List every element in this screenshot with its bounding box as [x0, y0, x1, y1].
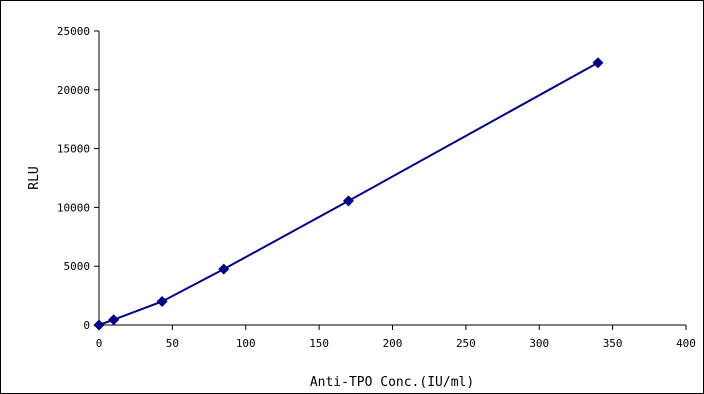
x-axis-title: Anti-TPO Conc.(IU/ml) — [310, 375, 474, 390]
data-point-diamond — [218, 263, 230, 275]
y-tick-label: 25000 — [57, 25, 90, 38]
data-point-diamond — [108, 314, 120, 326]
y-axis-title: RLU — [27, 166, 42, 189]
data-point-diamond — [342, 195, 354, 207]
data-point-diamond — [93, 319, 105, 331]
y-axis-ticks: 0 5000 10000 15000 20000 25000 — [57, 25, 99, 332]
x-tick-label: 50 — [166, 337, 179, 350]
x-tick-label: 300 — [529, 337, 549, 350]
data-point-diamond — [592, 57, 604, 69]
x-tick-label: 100 — [236, 337, 256, 350]
y-tick-label: 5000 — [64, 260, 91, 273]
x-axis-ticks: 0 50 100 150 200 250 300 350 400 — [96, 325, 696, 350]
x-tick-label: 400 — [676, 337, 696, 350]
x-tick-label: 0 — [96, 337, 103, 350]
y-tick-label: 20000 — [57, 84, 90, 97]
x-tick-label: 250 — [456, 337, 476, 350]
y-tick-label: 0 — [83, 319, 90, 332]
series-points — [93, 57, 604, 331]
x-tick-label: 350 — [603, 337, 623, 350]
y-tick-label: 10000 — [57, 201, 90, 214]
data-point-diamond — [156, 295, 168, 307]
x-tick-label: 150 — [309, 337, 329, 350]
y-tick-label: 15000 — [57, 143, 90, 156]
series-line — [98, 61, 599, 326]
x-tick-label: 200 — [383, 337, 403, 350]
